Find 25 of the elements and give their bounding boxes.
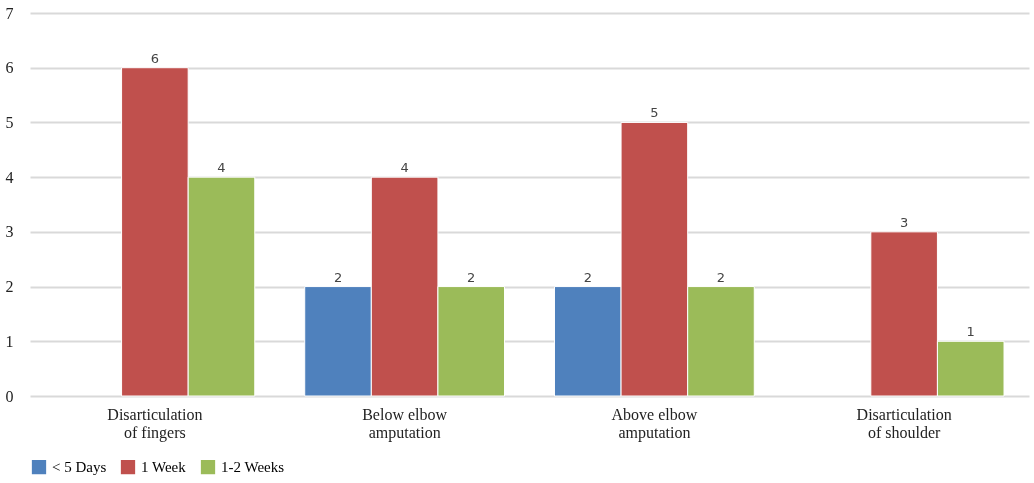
x-tick-label: Below elbow amputation bbox=[362, 405, 448, 442]
data-label: 2 bbox=[467, 269, 476, 285]
x-tick-label: Above elbow amputation bbox=[611, 405, 698, 442]
y-tick-label: 0 bbox=[5, 387, 14, 405]
legend-label: < 5 Days bbox=[52, 459, 107, 476]
data-label: 4 bbox=[217, 160, 226, 176]
y-tick-label: 4 bbox=[5, 168, 14, 186]
data-label: 2 bbox=[333, 269, 343, 285]
y-tick-label: 2 bbox=[5, 278, 14, 296]
data-label: 6 bbox=[150, 50, 160, 66]
y-tick-label: 3 bbox=[5, 223, 14, 241]
data-label: 5 bbox=[650, 105, 659, 121]
data-label: 2 bbox=[716, 269, 726, 285]
data-label: 1 bbox=[966, 324, 975, 340]
data-label: 2 bbox=[583, 269, 592, 285]
data-label: 3 bbox=[899, 214, 909, 230]
y-tick-label: 7 bbox=[5, 4, 14, 22]
y-tick-label: 1 bbox=[5, 332, 14, 350]
legend-label: 1-2 Weeks bbox=[221, 459, 285, 476]
legend-label: 1 Week bbox=[141, 459, 187, 476]
x-tick-label: Disarticulation of fingers bbox=[107, 405, 203, 442]
x-tick-label: Disarticulation of shoulder bbox=[856, 405, 952, 441]
data-label: 4 bbox=[400, 160, 409, 176]
y-tick-label: 5 bbox=[5, 113, 14, 131]
y-tick-label: 6 bbox=[5, 59, 14, 77]
